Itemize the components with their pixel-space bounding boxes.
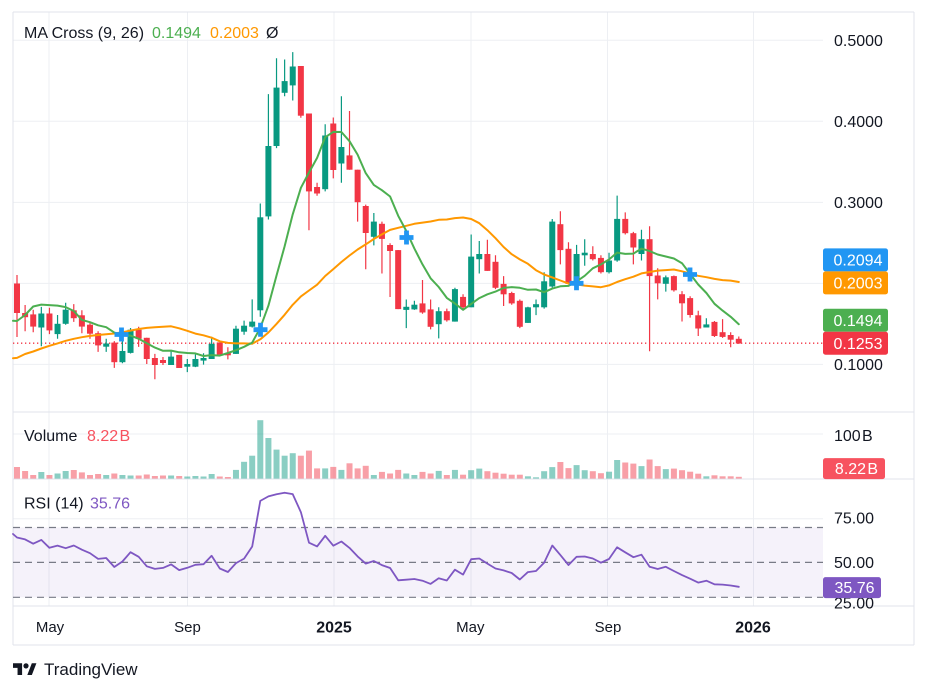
svg-text:8.22 B: 8.22 B — [835, 461, 878, 478]
svg-text:0.1000: 0.1000 — [834, 357, 883, 374]
svg-text:0.4000: 0.4000 — [834, 114, 883, 131]
svg-text:2025: 2025 — [316, 620, 352, 637]
svg-text:2026: 2026 — [735, 620, 771, 637]
svg-text:0.1494: 0.1494 — [152, 25, 201, 42]
svg-text:0.2003: 0.2003 — [834, 276, 883, 293]
svg-text:0.1253: 0.1253 — [834, 336, 883, 353]
svg-text:35.76: 35.76 — [834, 580, 874, 597]
svg-text:Ø: Ø — [266, 25, 278, 42]
svg-text:100 B: 100 B — [834, 428, 873, 445]
svg-text:35.76: 35.76 — [90, 496, 130, 513]
svg-text:May: May — [36, 619, 65, 636]
svg-text:Volume: Volume — [24, 428, 77, 445]
svg-text:50.00: 50.00 — [834, 555, 874, 572]
svg-text:RSI (14): RSI (14) — [24, 496, 84, 513]
svg-text:MA Cross (9, 26): MA Cross (9, 26) — [24, 25, 144, 42]
svg-text:0.2003: 0.2003 — [210, 25, 259, 42]
svg-text:0.2094: 0.2094 — [834, 253, 883, 270]
svg-text:Sep: Sep — [174, 619, 201, 636]
svg-text:0.5000: 0.5000 — [834, 33, 883, 50]
svg-text:25.00: 25.00 — [834, 596, 874, 613]
svg-text:Sep: Sep — [595, 619, 622, 636]
svg-text:0.3000: 0.3000 — [834, 195, 883, 212]
svg-text:TradingView: TradingView — [44, 660, 138, 679]
svg-text:75.00: 75.00 — [834, 510, 874, 527]
svg-text:May: May — [456, 619, 485, 636]
svg-text:0.1494: 0.1494 — [834, 313, 883, 330]
svg-text:8.22 B: 8.22 B — [87, 428, 130, 445]
